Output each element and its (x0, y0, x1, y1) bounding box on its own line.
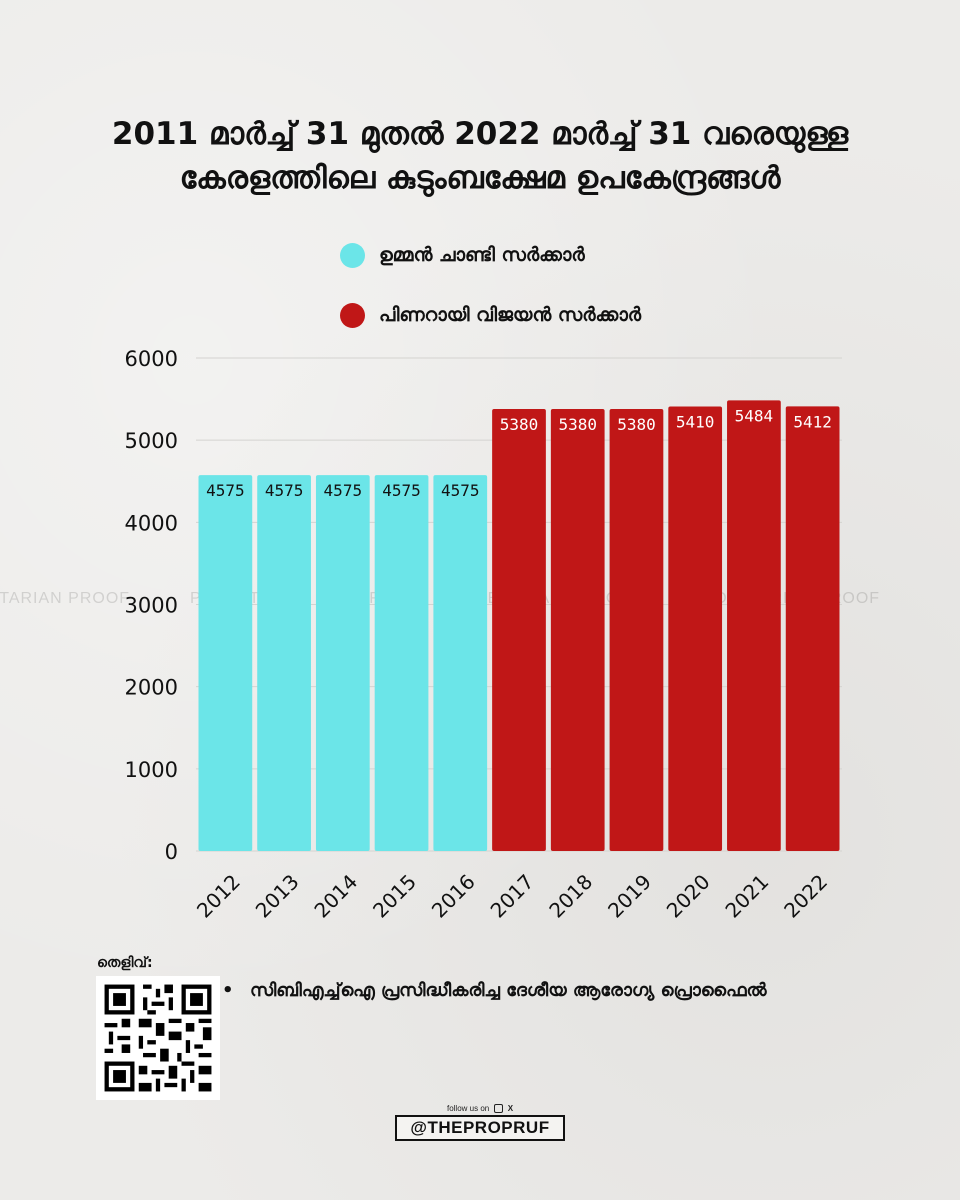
bar (257, 475, 311, 851)
bar (785, 406, 840, 851)
bar (433, 475, 488, 851)
legend-item-pinarayi-vijayan: പിണറായി വിജയൻ സർക്കാർ (340, 300, 641, 330)
x-tick-label: 2016 (427, 870, 480, 923)
title-line-2: കേരളത്തിലെ കുടുംബക്ഷേമ ഉപകേന്ദ്രങ്ങൾ (179, 160, 781, 196)
bar (668, 406, 723, 851)
x-tick-label: 2014 (309, 870, 362, 923)
x-tick-label: 2022 (779, 870, 832, 923)
y-tick-label: 6000 (125, 347, 178, 371)
data-label: 5412 (793, 412, 832, 431)
x-tick-label: 2017 (486, 870, 539, 923)
legend-swatch-red (340, 302, 365, 328)
x-tick-label: 2019 (603, 870, 656, 923)
qr-code (96, 976, 220, 1100)
x-tick-label: 2018 (544, 870, 597, 923)
bar (374, 475, 429, 851)
y-tick-label: 0 (165, 840, 178, 864)
title-line-1: 2011 മാർച്ച് 31 മുതൽ 2022 മാർച്ച് 31 വരെ… (111, 116, 849, 152)
follow-text: follow us on (446, 1104, 490, 1113)
legend-swatch-cyan (340, 242, 365, 268)
x-icon: X (507, 1104, 514, 1113)
watermark-text: PROLETARIAN PROOF (0, 590, 131, 607)
x-tick-label: 2020 (662, 870, 715, 923)
x-tick-label: 2015 (368, 870, 421, 923)
y-tick-label: 1000 (125, 758, 178, 782)
data-label: 5484 (735, 406, 774, 425)
y-tick-label: 4000 (125, 511, 178, 535)
bar (550, 408, 605, 851)
bar (198, 475, 253, 851)
data-label: 5380 (558, 415, 597, 434)
bar-chart: 0 1000 2000 3000 4000 5000 6000 4575 2012 4575 201… (125, 347, 842, 923)
bar (609, 408, 664, 851)
legend-label: പിണറായി വിജയൻ സർക്കാർ (379, 304, 642, 326)
data-label: 5380 (500, 415, 539, 434)
bar (492, 408, 546, 851)
legend-label: ഉമ്മൻ ചാണ്ടി സർക്കാർ (379, 244, 585, 266)
data-label: 5380 (617, 415, 656, 434)
page-title: 2011 മാർച്ച് 31 മുതൽ 2022 മാർച്ച് 31 വരെ… (0, 112, 960, 200)
data-label: 4575 (265, 481, 304, 500)
follow-us: follow us on X (0, 1104, 960, 1114)
y-tick-label: 3000 (125, 594, 178, 618)
y-tick-label: 2000 (125, 676, 178, 700)
x-tick-label: 2021 (720, 870, 773, 923)
source-item-text: സിബിഎച്ച്ഐ പ്രസിദ്ധീകരിച്ച ദേശീയ ആരോഗ്യ … (250, 980, 767, 1001)
bullet: • (222, 980, 234, 1001)
x-tick-label: 2013 (251, 870, 304, 923)
bar (315, 475, 370, 851)
instagram-icon (494, 1104, 504, 1114)
bar (727, 400, 781, 851)
source-item: • സിബിഎച്ച്ഐ പ്രസിദ്ധീകരിച്ച ദേശീയ ആരോഗ്… (222, 978, 822, 1003)
data-label: 4575 (206, 481, 245, 500)
social-handle: @THEPROPRUF (395, 1115, 565, 1141)
legend-item-oommen-chandy: ഉമ്മൻ ചാണ്ടി സർക്കാർ (340, 240, 585, 270)
x-tick-label: 2012 (192, 870, 245, 923)
data-label: 4575 (441, 481, 480, 500)
data-label: 4575 (382, 481, 421, 500)
data-label: 5410 (676, 412, 715, 431)
y-tick-label: 5000 (125, 429, 178, 453)
data-label: 4575 (324, 481, 363, 500)
source-heading: തെളിവ്: (97, 955, 153, 971)
